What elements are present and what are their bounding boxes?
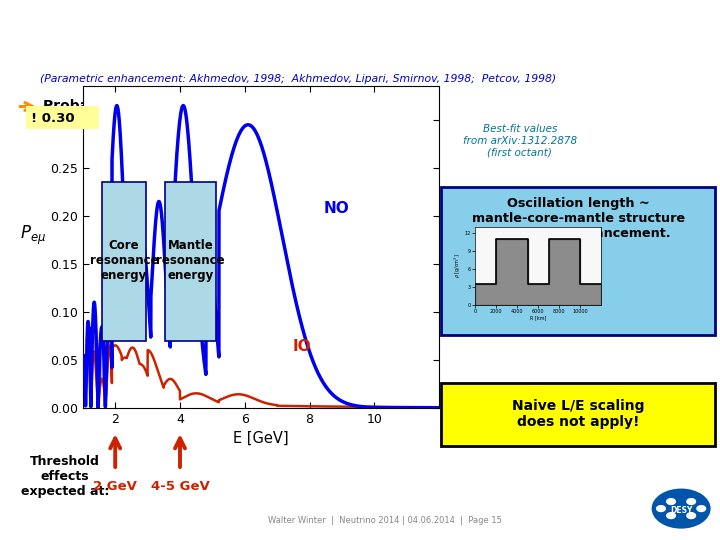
Circle shape bbox=[697, 505, 706, 511]
Circle shape bbox=[687, 498, 696, 504]
Text: Threshold
effects
expected at:: Threshold effects expected at: bbox=[21, 455, 109, 498]
FancyBboxPatch shape bbox=[441, 187, 715, 335]
Circle shape bbox=[687, 512, 696, 518]
Text: Core
resonance
energy: Core resonance energy bbox=[90, 239, 158, 282]
X-axis label: R [km]: R [km] bbox=[530, 315, 546, 320]
Text: IO: IO bbox=[293, 340, 312, 354]
Text: Walter Winter  |  Neutrino 2014 | 04.06.2014  |  Page 15: Walter Winter | Neutrino 2014 | 04.06.20… bbox=[269, 516, 502, 525]
FancyBboxPatch shape bbox=[441, 383, 715, 445]
Text: (Parametric enhancement: Akhmedov, 1998;  Akhmedov, Lipari, Smirnov, 1998;  Petc: (Parametric enhancement: Akhmedov, 1998;… bbox=[40, 73, 556, 84]
Text: Mantle-core-mantle profile: Mantle-core-mantle profile bbox=[9, 19, 366, 43]
Text: Probability for L=11810 km: Probability for L=11810 km bbox=[43, 99, 258, 113]
Circle shape bbox=[667, 498, 675, 504]
Text: 4-5 GeV: 4-5 GeV bbox=[150, 480, 210, 492]
Text: ! 0.30: ! 0.30 bbox=[31, 112, 75, 125]
FancyBboxPatch shape bbox=[26, 106, 99, 129]
Circle shape bbox=[657, 505, 665, 511]
FancyBboxPatch shape bbox=[166, 183, 216, 341]
Circle shape bbox=[667, 512, 675, 518]
Y-axis label: $\rho$ [g/cm$^3$]: $\rho$ [g/cm$^3$] bbox=[453, 253, 464, 278]
Circle shape bbox=[652, 489, 710, 528]
Text: Oscillation length ~
mantle-core-mantle structure
Parametric enhancement.: Oscillation length ~ mantle-core-mantle … bbox=[472, 197, 685, 240]
X-axis label: E [GeV]: E [GeV] bbox=[233, 431, 289, 446]
FancyBboxPatch shape bbox=[102, 183, 146, 341]
Text: 2 GeV: 2 GeV bbox=[94, 480, 137, 492]
Y-axis label: $P_{e\mu}$: $P_{e\mu}$ bbox=[20, 224, 46, 247]
Text: NO: NO bbox=[323, 201, 349, 217]
Text: Best-fit values
from arXiv:1312.2878
(first octant): Best-fit values from arXiv:1312.2878 (fi… bbox=[463, 124, 577, 158]
Text: DESY: DESY bbox=[670, 505, 693, 515]
Text: Mantle
resonance
energy: Mantle resonance energy bbox=[156, 239, 225, 282]
Text: Naive L/E scaling
does not apply!: Naive L/E scaling does not apply! bbox=[512, 399, 644, 429]
